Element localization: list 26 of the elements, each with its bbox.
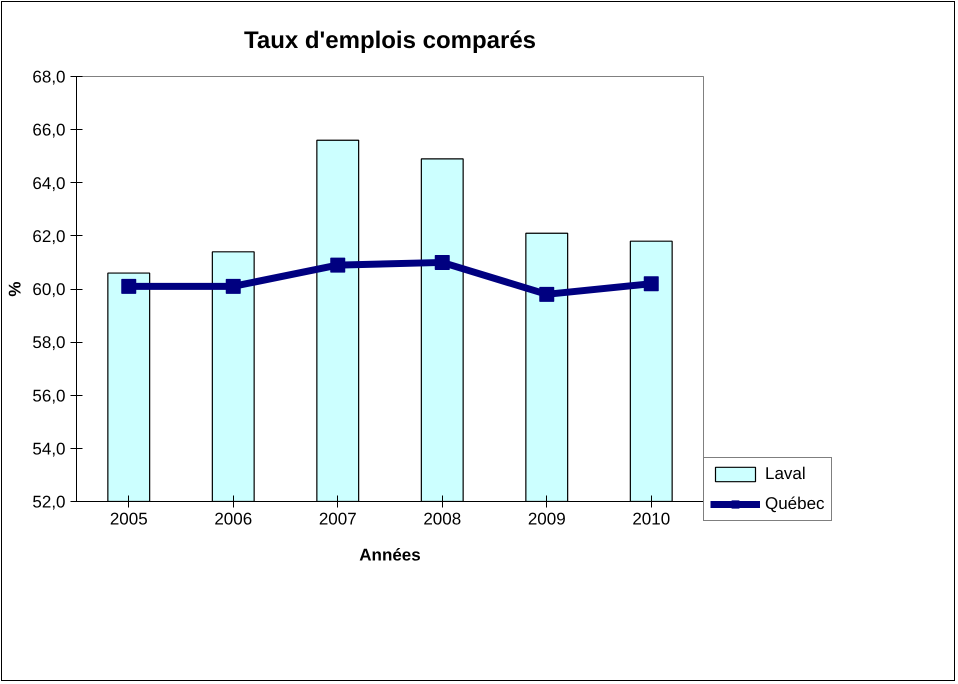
y-axis-title: % — [5, 281, 24, 297]
y-tick-label: 68,0 — [32, 68, 66, 86]
point — [121, 278, 136, 294]
y-tick-label: 58,0 — [32, 333, 66, 352]
y-tick-label: 52,0 — [32, 492, 66, 512]
legend-label: Laval — [765, 464, 806, 484]
legend-label: Québec — [765, 494, 825, 514]
point — [226, 278, 241, 294]
y-tick-label: 66,0 — [32, 120, 66, 140]
point — [434, 254, 450, 270]
x-tick-label: 2009 — [528, 510, 566, 528]
y-tick-label: 54,0 — [32, 439, 66, 458]
y-tick-label: 62,0 — [32, 226, 66, 246]
point — [330, 258, 346, 273]
x-tick-label: 2007 — [318, 510, 357, 528]
x-tick-label: 2005 — [110, 510, 148, 528]
y-tick-label: 56,0 — [32, 386, 66, 406]
x-axis-title: Années — [359, 546, 421, 564]
x-tick-label: 2006 — [214, 510, 252, 528]
point — [539, 286, 554, 302]
y-tick-label: 64,0 — [32, 174, 66, 193]
chart-title: Taux d'emplois comparés — [244, 27, 536, 54]
point — [644, 276, 659, 292]
y-tick-label: 60,0 — [32, 280, 66, 299]
x-tick-label: 2008 — [423, 510, 462, 528]
x-tick-label: 2010 — [632, 510, 670, 528]
